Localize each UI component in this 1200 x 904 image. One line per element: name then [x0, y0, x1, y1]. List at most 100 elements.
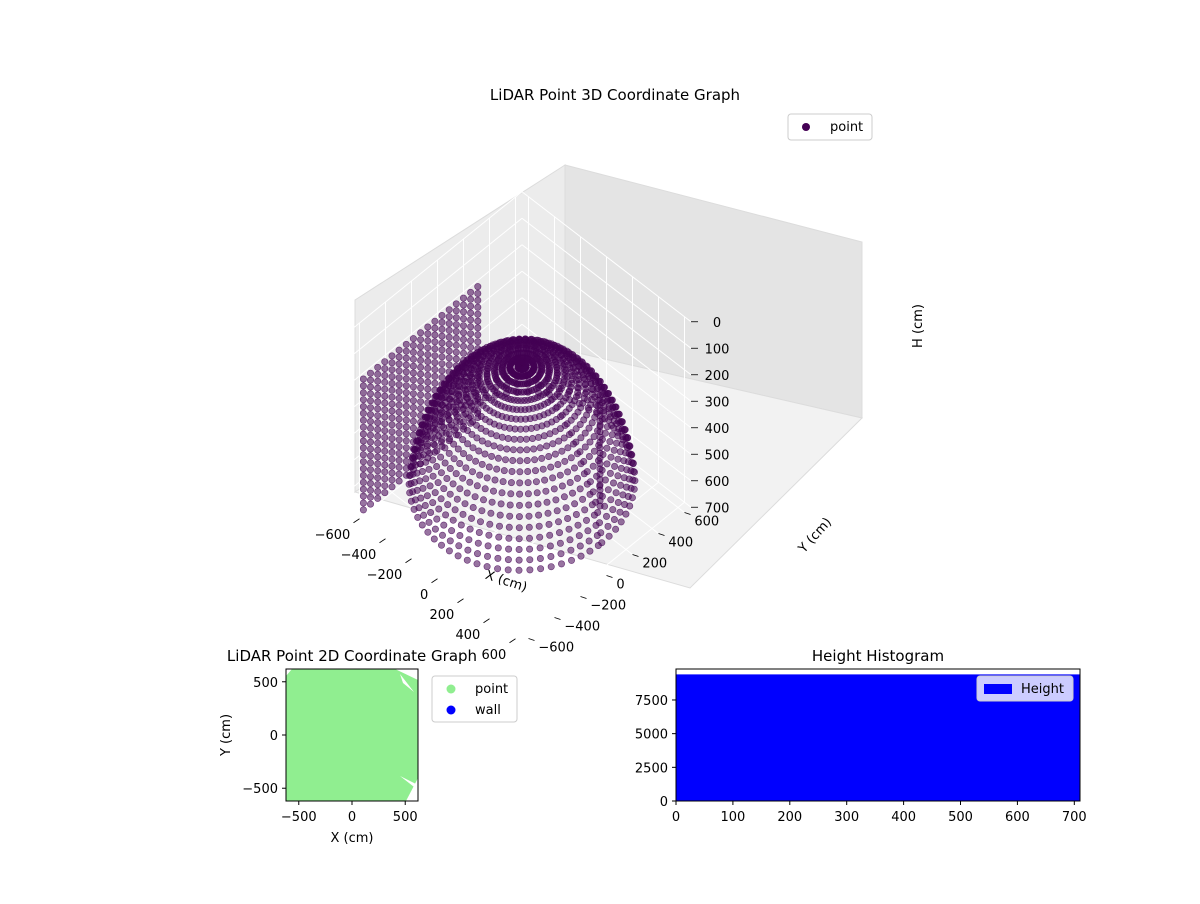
scatter-point — [409, 355, 417, 363]
scatter-point — [627, 451, 635, 459]
scatter-point — [395, 374, 403, 382]
scatter-point — [463, 556, 471, 564]
scatter-point — [409, 445, 417, 453]
scatter-point — [505, 523, 513, 531]
scatter-point — [366, 459, 374, 467]
grid-line — [352, 217, 523, 356]
scatter-point — [417, 418, 425, 426]
scatter-point — [611, 462, 619, 470]
scatter-point — [508, 467, 516, 475]
scatter-point — [459, 315, 467, 323]
scatter-point — [467, 316, 475, 324]
scatter-point — [417, 329, 425, 337]
scatter-point — [374, 391, 382, 399]
scatter-point — [388, 352, 396, 360]
scatter-point — [608, 421, 616, 429]
scatter-point — [456, 485, 464, 493]
scatter-point — [528, 434, 536, 442]
scatter-point — [475, 447, 483, 455]
scatter-point — [575, 399, 583, 407]
scatter-point — [452, 389, 460, 397]
scatter-point — [516, 468, 524, 476]
scatter-point — [395, 463, 403, 471]
grid-line — [521, 297, 692, 429]
scatter-point — [459, 436, 467, 444]
scatter-point — [438, 531, 446, 539]
scatter-point — [445, 361, 453, 369]
y-axis-label: Y (cm) — [795, 515, 835, 557]
scatter-point — [617, 518, 625, 526]
scatter-point — [374, 439, 382, 447]
scatter-point — [473, 560, 481, 568]
scatter-point — [474, 289, 482, 297]
scatter-point — [402, 402, 410, 410]
scatter-point — [576, 420, 584, 428]
scatter-point — [525, 501, 533, 509]
scatter-point — [425, 518, 433, 526]
scatter-point — [431, 324, 439, 332]
scatter-point — [572, 510, 580, 518]
scatter-point — [443, 474, 451, 482]
scatter-point — [424, 364, 432, 372]
scatter-point — [381, 447, 389, 455]
scatter-point — [554, 460, 562, 468]
scatter-point — [381, 413, 389, 421]
scatter-point — [516, 479, 524, 487]
scatter-point — [607, 496, 615, 504]
scatter-point — [564, 444, 572, 452]
scatter-point — [556, 413, 564, 421]
x-tick-mark — [483, 618, 490, 624]
scatter-point — [585, 424, 593, 432]
scatter-point — [374, 384, 382, 392]
scatter-point — [388, 435, 396, 443]
scatter-point — [388, 373, 396, 381]
scatter-point — [459, 411, 467, 419]
scatter-point — [467, 288, 475, 296]
scatter-point — [374, 453, 382, 461]
scatter-point — [583, 396, 591, 404]
scatter-point — [452, 417, 460, 425]
scatter-point — [490, 442, 498, 450]
scatter-point — [452, 383, 460, 391]
scatter-point — [445, 409, 453, 417]
scatter-point — [494, 544, 502, 552]
scatter-point — [586, 438, 594, 446]
scatter-point — [409, 424, 417, 432]
scatter-point — [409, 341, 417, 349]
scatter-point — [467, 309, 475, 317]
legend-label-height: Height — [1021, 682, 1064, 697]
scatter-point — [566, 396, 574, 404]
scatter-point — [417, 398, 425, 406]
scatter-point — [381, 489, 389, 497]
scatter-point — [431, 427, 439, 435]
scatter-point — [431, 352, 439, 360]
scatter-point — [417, 343, 425, 351]
legend-label-point-2d: point — [475, 682, 508, 697]
scatter-point — [395, 470, 403, 478]
scatter-point — [431, 317, 439, 325]
scatter-point — [445, 388, 453, 396]
scatter-point — [467, 302, 475, 310]
scatter-point — [402, 437, 410, 445]
scatter-point — [431, 525, 439, 533]
scatter-point — [554, 518, 562, 526]
scatter-point — [374, 432, 382, 440]
scatter-point — [388, 448, 396, 456]
scatter-point — [445, 547, 453, 555]
scatter-point — [550, 485, 558, 493]
scatter-point — [438, 325, 446, 333]
scatter-point — [549, 440, 557, 448]
scatter-point — [589, 386, 597, 394]
scatter-point — [418, 521, 426, 529]
x-tick-label: 400 — [455, 628, 480, 643]
ticks-histogram: 0 100 200 300 400 500 600 700 0 2500 5000 7500 — [635, 694, 1087, 825]
scatter-point — [489, 487, 497, 495]
scatter-point — [459, 329, 467, 337]
scatter-point — [605, 532, 613, 540]
scatter-point — [359, 416, 367, 424]
scatter-point — [409, 335, 417, 343]
scatter-point — [467, 343, 475, 351]
scatter-point — [359, 375, 367, 383]
scatter-point — [417, 439, 425, 447]
scatter-point — [459, 294, 467, 302]
